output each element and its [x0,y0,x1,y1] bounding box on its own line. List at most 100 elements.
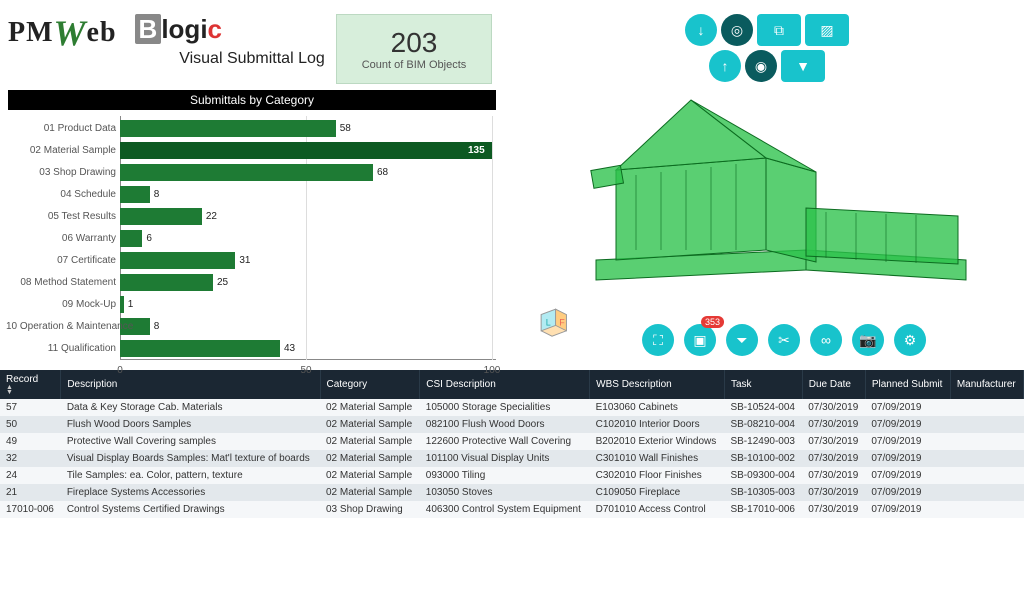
pmweb-logo: PMWeb [8,8,117,50]
count-value: 203 [391,27,438,59]
table-row[interactable]: 24Tile Samples: ea. Color, pattern, text… [0,467,1024,484]
x-tick: 50 [300,365,311,376]
chart-bar[interactable]: 07 Certificate31 [120,252,250,269]
table-cell: SB-10100-002 [724,450,802,467]
table-cell: Visual Display Boards Samples: Mat'l tex… [61,450,320,467]
x-tick: 0 [117,365,123,376]
table-cell: 07/30/2019 [802,416,865,433]
bar-label: 09 Mock-Up [6,299,116,310]
bar-label: 11 Qualification [6,343,116,354]
table-cell: C102010 Interior Doors [590,416,725,433]
arrow-up-icon[interactable]: ↑ [709,50,741,82]
chart-bar[interactable]: 11 Qualification43 [120,340,295,357]
bar-label: 01 Product Data [6,123,116,134]
bar-value: 31 [239,255,250,266]
cut-icon[interactable]: ✂ [768,324,800,356]
bar-label: 04 Schedule [6,189,116,200]
table-cell: 07/30/2019 [802,450,865,467]
count-label: Count of BIM Objects [362,59,467,71]
chart-bar[interactable]: 04 Schedule8 [120,186,159,203]
chart-bar[interactable]: 01 Product Data58 [120,120,351,137]
table-cell: Flush Wood Doors Samples [61,416,320,433]
table-cell [950,450,1023,467]
col-header[interactable]: WBS Description [590,370,725,399]
table-cell: 07/09/2019 [865,501,950,518]
table-cell [950,399,1023,416]
table-cell: 101100 Visual Display Units [420,450,590,467]
col-header[interactable]: Planned Submit [865,370,950,399]
table-cell: 02 Material Sample [320,467,420,484]
bar-value: 8 [154,321,160,332]
bim-viewer[interactable]: ↓◎⧉▨ ↑◉▼ [522,6,1012,366]
submittal-table[interactable]: Record▲▼DescriptionCategoryCSI Descripti… [0,370,1024,518]
col-header[interactable]: Task [724,370,802,399]
filter-clear-icon[interactable]: ⏷ [726,324,758,356]
table-cell: SB-09300-004 [724,467,802,484]
table-cell: 122600 Protective Wall Covering [420,433,590,450]
bar-value: 25 [217,277,228,288]
table-row[interactable]: 50Flush Wood Doors Samples02 Material Sa… [0,416,1024,433]
table-row[interactable]: 32Visual Display Boards Samples: Mat'l t… [0,450,1024,467]
count-bim-objects: 203 Count of BIM Objects [336,14,492,84]
chart-bar[interactable]: 03 Shop Drawing68 [120,164,388,181]
table-row[interactable]: 21Fireplace Systems Accessories02 Materi… [0,484,1024,501]
arrow-down-icon[interactable]: ↓ [685,14,717,46]
bar-value: 1 [128,299,134,310]
viewer-toolbar-top: ↓◎⧉▨ [685,14,849,46]
table-cell [950,484,1023,501]
viewer-toolbar-bottom: ⛶▣353⏷✂∞📷⚙ [642,324,926,356]
table-row[interactable]: 17010-006Control Systems Certified Drawi… [0,501,1024,518]
table-cell: 02 Material Sample [320,416,420,433]
selection-count-badge: 353 [701,316,724,328]
bar-value: 6 [146,233,152,244]
table-cell: 21 [0,484,61,501]
table-row[interactable]: 49Protective Wall Covering samples02 Mat… [0,433,1024,450]
chart-bar[interactable]: 09 Mock-Up1 [120,296,133,313]
camera-icon[interactable]: 📷 [852,324,884,356]
bim-model[interactable] [566,80,986,300]
bar-label: 07 Certificate [6,255,116,266]
table-cell: D701010 Access Control [590,501,725,518]
table-cell [950,501,1023,518]
col-header[interactable]: Due Date [802,370,865,399]
bar-value: 135 [468,145,485,156]
hatch-icon[interactable]: ▨ [805,14,849,46]
blogic-logo: Blogic [135,14,222,45]
chart-bar[interactable]: 10 Operation & Maintenance8 [120,318,159,335]
table-cell: Fireplace Systems Accessories [61,484,320,501]
table-cell: 57 [0,399,61,416]
table-cell: SB-10305-003 [724,484,802,501]
expand-icon[interactable]: ⛶ [642,324,674,356]
filter-icon[interactable]: ▼ [781,50,825,82]
table-cell: 32 [0,450,61,467]
svg-text:L: L [546,317,551,327]
bar-label: 06 Warranty [6,233,116,244]
chart-title: Submittals by Category [8,90,496,110]
link-icon[interactable]: ∞ [810,324,842,356]
orientation-cube[interactable]: L F [534,302,570,338]
chart-bar[interactable]: 08 Method Statement25 [120,274,228,291]
record-icon[interactable]: ◉ [745,50,777,82]
table-cell: 07/09/2019 [865,467,950,484]
table-cell [950,467,1023,484]
x-tick: 100 [484,365,501,376]
table-cell: 07/09/2019 [865,484,950,501]
table-cell: 082100 Flush Wood Doors [420,416,590,433]
col-header[interactable]: Manufacturer [950,370,1023,399]
bar-label: 08 Method Statement [6,277,116,288]
chart-bar[interactable]: 02 Material Sample135 [120,142,485,159]
viewer-panel: ↓◎⧉▨ ↑◉▼ [504,0,1024,370]
gear-icon[interactable]: ⚙ [894,324,926,356]
table-row[interactable]: 57Data & Key Storage Cab. Materials02 Ma… [0,399,1024,416]
table-cell: 07/30/2019 [802,433,865,450]
table-cell: C302010 Floor Finishes [590,467,725,484]
table-cell: Data & Key Storage Cab. Materials [61,399,320,416]
chart-bar[interactable]: 05 Test Results22 [120,208,217,225]
table-cell: 093000 Tiling [420,467,590,484]
chart-bar[interactable]: 06 Warranty6 [120,230,152,247]
submittals-chart[interactable]: 05010001 Product Data5802 Material Sampl… [8,116,496,380]
table-cell: Protective Wall Covering samples [61,433,320,450]
target-icon[interactable]: ◎ [721,14,753,46]
duplicate-icon[interactable]: ⧉ [757,14,801,46]
select-box-icon[interactable]: ▣ [684,324,716,356]
